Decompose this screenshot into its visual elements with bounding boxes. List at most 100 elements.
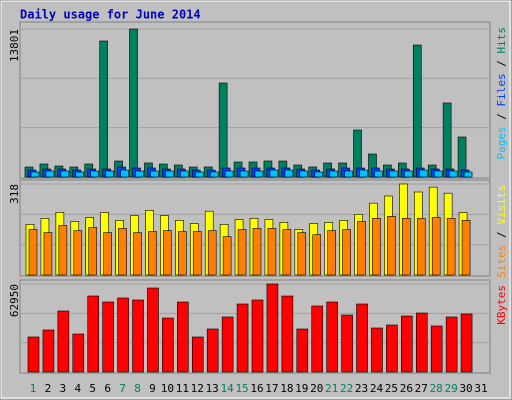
bar: [251, 299, 264, 373]
bar: [28, 229, 38, 276]
x-tick-label: 1: [30, 382, 37, 395]
bar: [73, 230, 83, 276]
bar: [209, 171, 219, 178]
bar: [43, 232, 53, 276]
bar: [386, 324, 398, 373]
bar: [341, 314, 353, 373]
bar: [103, 232, 112, 276]
y-tick-label: 13801: [8, 29, 21, 62]
bar: [42, 329, 55, 373]
legend: KBytes: [495, 285, 508, 325]
bar: [266, 283, 279, 373]
bar: [445, 316, 458, 373]
bar: [312, 234, 322, 276]
bar: [431, 217, 441, 276]
bar: [267, 228, 277, 276]
bar: [165, 170, 174, 178]
legend-entry: Hits: [495, 27, 508, 54]
x-tick-label: 29: [445, 382, 458, 395]
bar: [178, 231, 187, 276]
bar: [415, 312, 428, 373]
bar: [150, 170, 159, 178]
bar: [194, 171, 204, 178]
bar: [221, 316, 234, 373]
bar: [118, 228, 127, 276]
x-tick-label: 22: [340, 382, 353, 395]
bar: [236, 303, 249, 373]
bar: [418, 169, 428, 178]
bar: [296, 328, 309, 373]
x-tick-label: 10: [161, 382, 174, 395]
x-tick-label: 21: [325, 382, 338, 395]
bar: [207, 230, 217, 276]
x-tick-label: 7: [119, 382, 126, 395]
x-tick-label: 3: [60, 382, 67, 395]
x-tick-label: 23: [355, 382, 368, 395]
bar: [430, 325, 443, 373]
bar: [218, 82, 228, 178]
bar: [327, 230, 336, 276]
bar: [402, 218, 411, 276]
x-tick-label: 13: [206, 382, 219, 395]
legend-separator: /: [495, 107, 508, 127]
x-tick-label: 25: [385, 382, 398, 395]
bar: [239, 170, 249, 178]
legend-entry: Sites: [495, 245, 508, 278]
bar: [60, 170, 70, 178]
bar: [191, 336, 204, 373]
legend-entry: KBytes: [495, 285, 508, 325]
bar: [356, 303, 368, 373]
bar: [344, 170, 353, 178]
x-tick-label: 27: [415, 382, 428, 395]
x-tick-label: 11: [176, 382, 189, 395]
legend: Pages / Files / Hits: [495, 27, 508, 160]
bar: [342, 229, 351, 276]
bar: [30, 171, 40, 178]
bar: [371, 327, 383, 373]
x-tick-label: 4: [74, 382, 81, 395]
bar: [102, 301, 114, 373]
bar: [357, 221, 366, 276]
x-tick-label: 20: [310, 382, 323, 395]
bar: [282, 229, 292, 276]
chart-title: Daily usage for June 2014: [20, 8, 201, 22]
legend: Sites / Visits: [495, 185, 508, 278]
plot-area: [19, 21, 491, 179]
bar: [58, 225, 68, 276]
bar: [269, 169, 279, 178]
bar: [120, 169, 129, 178]
bar: [163, 230, 172, 276]
bar: [99, 40, 108, 178]
y-tick-label: 318: [8, 184, 21, 204]
x-tick-label: 30: [459, 382, 472, 395]
bar: [433, 170, 443, 178]
x-tick-label: 15: [235, 382, 248, 395]
bar: [442, 102, 452, 178]
bar: [311, 305, 324, 373]
bar: [404, 170, 413, 178]
bar: [57, 310, 70, 373]
bar: [192, 231, 202, 276]
x-tick-label: 9: [149, 382, 156, 395]
x-tick-label: 24: [370, 382, 384, 395]
legend-entry: Pages: [495, 126, 508, 159]
bar: [105, 170, 114, 178]
bar: [45, 170, 55, 178]
x-tick-label: 28: [430, 382, 443, 395]
bar: [374, 170, 383, 178]
bar: [177, 301, 189, 373]
bar: [448, 170, 458, 178]
bar: [88, 227, 98, 276]
bar: [463, 171, 473, 178]
bar: [359, 169, 368, 178]
bar: [133, 232, 142, 276]
x-tick-label: 6: [104, 382, 111, 395]
bar: [27, 336, 40, 373]
bar: [284, 169, 294, 178]
bar: [90, 170, 100, 178]
bar: [461, 220, 471, 276]
x-tick-label: 16: [250, 382, 263, 395]
bar: [446, 218, 456, 276]
x-tick-label: 2: [45, 382, 52, 395]
y-tick-label: 62950: [8, 284, 21, 317]
